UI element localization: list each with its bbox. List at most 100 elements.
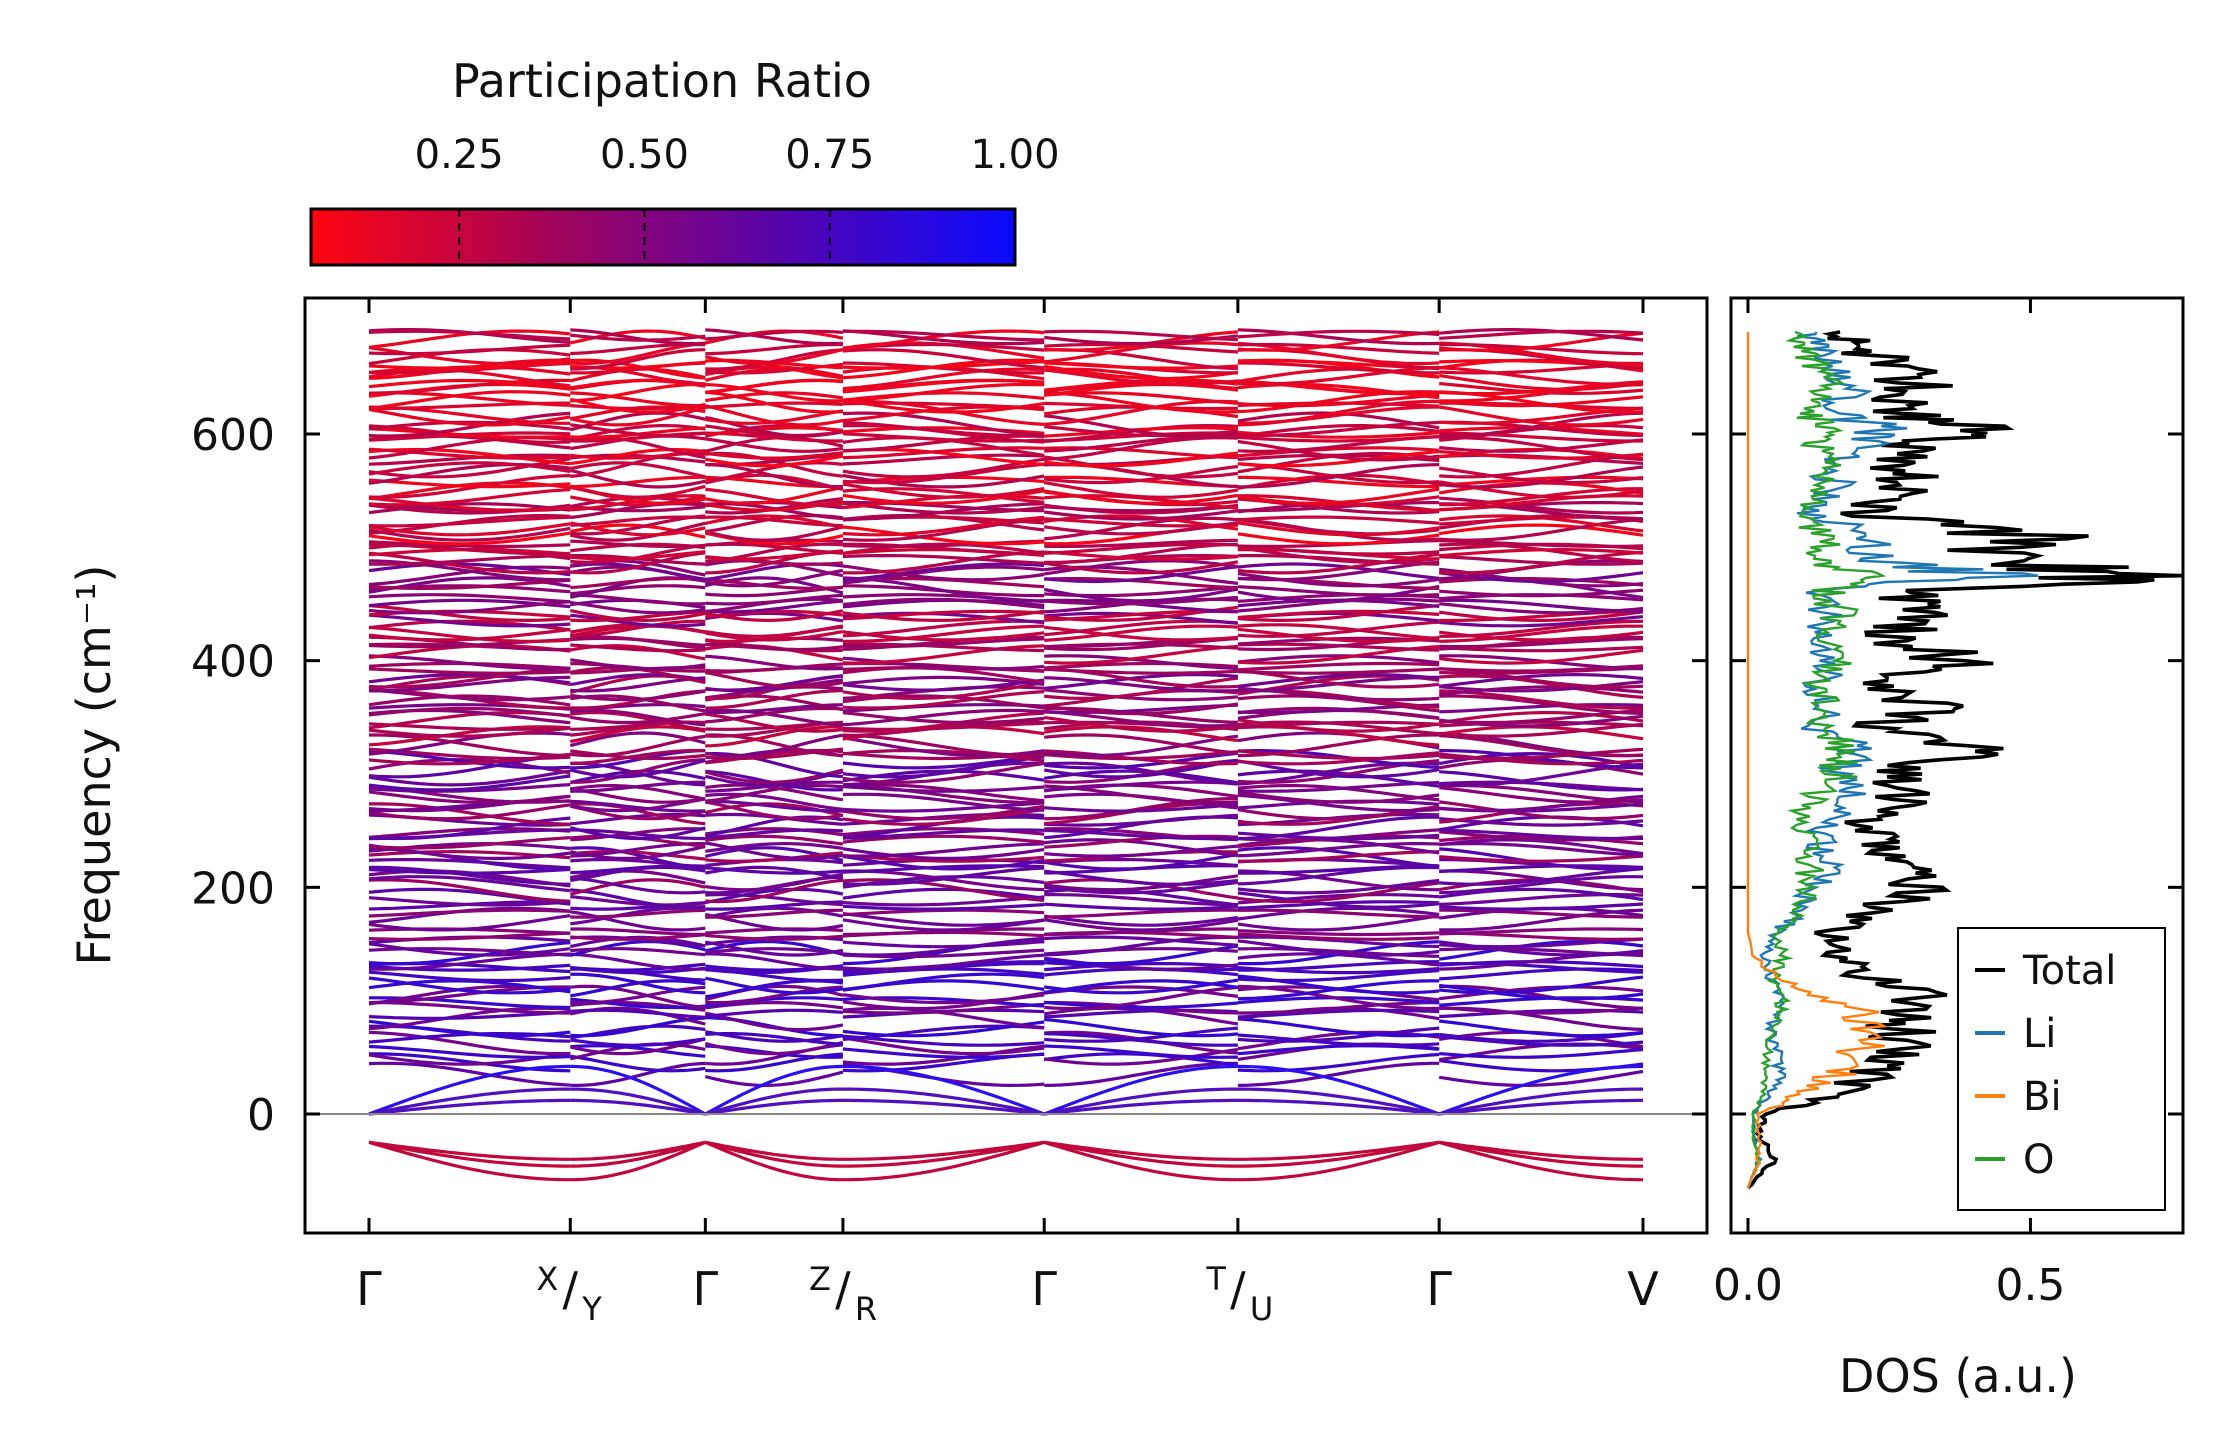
band-branch	[368, 551, 571, 575]
dos-series-o	[1746, 330, 1887, 1189]
kpoint-sup: X	[536, 1260, 558, 1298]
band-branch	[705, 783, 844, 802]
band-branch	[368, 343, 571, 356]
band-branch	[569, 878, 706, 896]
band-branch	[705, 461, 844, 483]
band-branch	[569, 731, 706, 748]
band-branch	[368, 1006, 571, 1031]
band-branch	[842, 1002, 1045, 1015]
band-branch	[1237, 562, 1440, 580]
acoustic-branch	[704, 1064, 843, 1116]
band-branch	[705, 638, 844, 652]
band-branch	[704, 348, 844, 366]
band-branch	[1237, 342, 1440, 355]
band-branch	[1237, 620, 1440, 638]
band-branch	[842, 895, 1045, 907]
band-branch	[1439, 602, 1644, 615]
band-branch	[569, 845, 706, 860]
band-branch	[368, 457, 571, 479]
kpoint-main: /	[563, 1262, 579, 1316]
band-branch	[368, 593, 571, 604]
band-branch	[368, 473, 571, 499]
band-branch	[842, 936, 1045, 957]
band-branch	[1237, 393, 1440, 408]
band-branch	[1044, 538, 1238, 548]
band-branch	[368, 1030, 571, 1056]
band-branch	[1439, 847, 1644, 871]
band-branch	[842, 675, 1045, 686]
band-branch	[368, 627, 571, 642]
colorbar-tick-label: 0.75	[785, 132, 874, 178]
band-branch	[842, 1034, 1045, 1047]
band-branch	[1237, 439, 1440, 462]
band-branch	[705, 654, 843, 671]
band-branch	[705, 578, 843, 591]
acoustic-branch	[368, 1098, 571, 1116]
band-branch	[1237, 446, 1440, 458]
band-branch	[1237, 842, 1440, 858]
band-branch	[368, 542, 571, 556]
band-branch	[842, 866, 1045, 886]
band-branch	[705, 689, 843, 710]
band-branch	[1044, 390, 1238, 414]
band-branch	[1044, 1032, 1238, 1047]
band-branch	[1043, 1047, 1239, 1066]
band-branch	[368, 461, 571, 476]
band-branch	[1439, 342, 1644, 356]
band-branch	[570, 786, 706, 804]
band-branch	[1439, 984, 1644, 1010]
band-branch	[368, 941, 571, 966]
band-branch	[705, 409, 844, 425]
band-branch	[1237, 939, 1440, 957]
band-branch	[705, 593, 843, 606]
band-branch	[570, 600, 706, 615]
kpoint-sup: T	[1205, 1260, 1226, 1298]
band-branch	[842, 611, 1045, 625]
band-branch	[368, 908, 571, 918]
band-branch	[1438, 523, 1644, 537]
band-branch	[1439, 645, 1644, 653]
band-branch	[1439, 624, 1643, 643]
negative-branch	[704, 1140, 843, 1168]
band-branch	[369, 733, 571, 758]
band-branch	[705, 1030, 844, 1043]
band-branch	[1043, 918, 1239, 932]
band-branch	[1439, 985, 1644, 1001]
band-branch	[1237, 361, 1440, 375]
band-branch	[1237, 718, 1440, 733]
band-branch	[705, 947, 844, 955]
band-branch	[842, 453, 1045, 466]
band-branch	[570, 947, 706, 957]
band-branch	[705, 784, 844, 803]
band-branch	[1044, 517, 1238, 528]
band-branch	[1044, 550, 1238, 561]
band-branch	[1043, 944, 1239, 966]
band-branch	[570, 799, 706, 813]
band-branch	[1237, 1008, 1440, 1019]
band-branch	[842, 624, 1045, 643]
band-branch	[705, 624, 844, 638]
band-branch	[1237, 661, 1440, 672]
band-branch	[569, 826, 706, 841]
legend-entry: Bi	[2023, 1074, 2062, 1120]
band-branch	[1439, 329, 1644, 340]
band-branch	[704, 1011, 844, 1032]
band-branch	[569, 521, 706, 542]
band-branch	[842, 912, 1045, 927]
band-branch	[570, 933, 706, 941]
band-branch	[1439, 680, 1644, 693]
band-branch	[1237, 864, 1440, 875]
kpoint-main: Γ	[1031, 1262, 1057, 1316]
band-branch	[1044, 661, 1238, 670]
band-branch	[570, 1008, 706, 1019]
band-branch	[842, 972, 1045, 992]
band-branch	[570, 908, 706, 919]
band-branch	[1237, 759, 1440, 779]
band-branch	[842, 753, 1045, 770]
kpoint-main: V	[1627, 1262, 1659, 1316]
negative-branch	[1043, 1140, 1238, 1168]
band-branch	[569, 935, 706, 949]
band-branch	[1237, 790, 1440, 804]
band-branch	[705, 872, 844, 892]
